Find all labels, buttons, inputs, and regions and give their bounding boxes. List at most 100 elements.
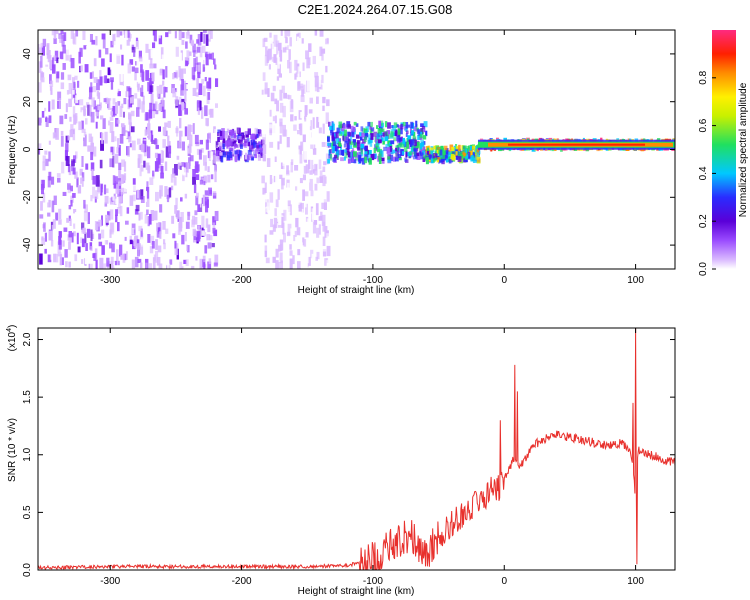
spectrogram-cell-0 [75, 51, 79, 64]
spectrogram-cell-0 [78, 121, 83, 131]
spectrogram-cell-2 [326, 191, 330, 202]
spectrogram-cell-0 [145, 262, 148, 269]
spectrogram-cell-2 [303, 165, 307, 174]
spectrogram-cell-0 [130, 96, 134, 104]
spectrogram-cell-2 [279, 252, 283, 264]
spectrogram-cell-3 [338, 143, 342, 147]
spectrogram-cell-0 [53, 253, 57, 263]
spectrogram-cell-0 [68, 231, 72, 238]
spectrogram-cell-0 [70, 124, 74, 132]
spectrogram-cell-0 [160, 47, 164, 59]
spectrogram-cell-0 [102, 263, 107, 269]
spectrogram-cell-2 [300, 202, 304, 213]
spectrogram-cell-0 [202, 259, 206, 268]
spectrogram-cell-4 [436, 149, 439, 154]
spectrogram-cell-3 [331, 132, 334, 139]
spectrogram-cell-0 [127, 30, 130, 38]
spectrogram-cell-1 [222, 143, 225, 150]
spectrogram-cell-0 [68, 241, 71, 250]
spectrogram-cell-0 [114, 41, 118, 49]
spectrogram-cell-4 [425, 157, 429, 165]
spectrogram-cell-2 [284, 221, 287, 226]
spectrogram-cell-0 [205, 218, 209, 228]
spectrogram-cell-0 [188, 51, 192, 56]
spectrogram-cell-0 [148, 78, 152, 86]
spectrogram-cell-0 [131, 39, 134, 45]
spectrogram-cell-0 [197, 70, 201, 79]
spectrogram-cell-3 [378, 158, 382, 164]
spectrogram-cell-0 [162, 139, 166, 148]
spectrogram-cell-0 [105, 48, 109, 55]
spectrogram-cell-0 [123, 98, 127, 105]
spectrogram-cell-0 [65, 143, 69, 152]
spectrogram-cell-0 [189, 155, 194, 162]
spectrogram-cell-1 [238, 139, 241, 143]
spectrogram-cell-1 [216, 142, 219, 146]
spectrogram-cell-0 [91, 39, 96, 45]
spectrogram-cell-0 [147, 216, 150, 227]
spectrogram-cell-1 [254, 134, 258, 139]
spectrogram-cell-2 [318, 111, 321, 123]
spectrogram-cell-4 [427, 147, 430, 151]
spectrogram-x-tick-label: -200 [232, 275, 252, 286]
spectrogram-cell-2 [317, 75, 321, 87]
snr-x-label: Height of straight line (km) [298, 586, 415, 597]
spectrogram-cell-4 [428, 154, 433, 159]
spectrogram-cell-3 [369, 137, 373, 143]
spectrogram-cell-0 [179, 165, 182, 170]
spectrogram-cell-0 [63, 227, 68, 232]
spectrogram-cell-3 [369, 129, 373, 135]
spectrogram-cell-0 [112, 155, 115, 168]
spectrogram-cell-2 [286, 165, 289, 174]
spectrogram-cell-2 [269, 36, 273, 44]
spectrogram-cell-0 [74, 171, 78, 179]
spectrogram-cell-0 [124, 183, 127, 192]
spectrogram-cell-0 [67, 183, 71, 190]
spectrogram-cell-0 [189, 134, 193, 147]
spectrogram-cell-3 [351, 131, 354, 137]
spectrogram-cell-2 [294, 73, 297, 80]
spectrogram-cell-0 [115, 214, 118, 223]
spectrogram-cell-4 [445, 158, 448, 163]
spectrogram-cell-2 [308, 206, 313, 211]
spectrogram-cell-2 [320, 256, 324, 264]
spectrogram-cell-0 [129, 59, 134, 65]
spectrogram-cell-0 [70, 30, 74, 39]
spectrogram-cell-0 [83, 134, 87, 147]
spectrogram-cell-0 [158, 263, 163, 269]
spectrogram-cell-4 [441, 148, 445, 153]
spectrogram-cell-2 [302, 62, 305, 71]
spectrogram-cell-0 [111, 242, 115, 253]
spectrogram-cell-0 [126, 207, 130, 214]
spectrogram-cell-0 [70, 226, 74, 235]
spectrogram-cell-0 [99, 257, 104, 269]
spectrogram-cell-0 [115, 198, 119, 204]
spectrogram-cell-0 [124, 132, 128, 139]
spectrogram-cell-0 [165, 32, 169, 38]
spectrogram-cell-0 [208, 53, 212, 60]
spectrogram-cell-2 [294, 116, 297, 121]
spectrogram-cell-3 [332, 157, 336, 162]
spectrogram-cell-4 [462, 145, 466, 153]
spectrogram-cell-2 [297, 66, 300, 78]
spectrogram-cell-2 [275, 40, 280, 47]
spectrogram-cell-2 [294, 139, 298, 150]
spectrogram-cell-3 [410, 121, 414, 129]
spectrogram-x-tick-label: -100 [363, 275, 383, 286]
spectrogram-cell-4 [441, 152, 445, 159]
spectrogram-y-tick-label: 0 [22, 146, 33, 152]
spectrogram-cell-3 [347, 151, 351, 158]
spectrogram-cell-0 [68, 261, 71, 268]
spectrogram-cell-0 [107, 215, 111, 221]
spectrogram-cell-2 [296, 45, 301, 52]
spectrogram-cell-0 [127, 63, 131, 74]
spectrogram-cell-0 [86, 228, 91, 238]
spectrogram-cell-0 [152, 30, 156, 36]
spectrogram-cell-0 [117, 260, 120, 266]
spectrogram-cell-2 [275, 173, 279, 184]
spectrogram-cell-0 [67, 234, 72, 241]
spectrogram-cell-3 [369, 125, 372, 130]
spectrogram-cell-0 [134, 72, 137, 81]
spectrogram-cell-0 [112, 98, 116, 105]
